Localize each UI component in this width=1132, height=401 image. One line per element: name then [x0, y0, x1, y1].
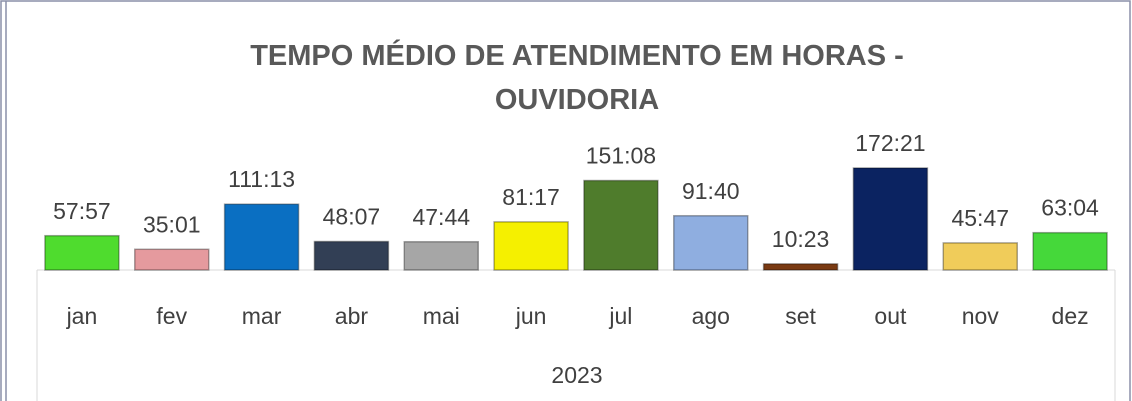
x-tick-label: mai — [423, 303, 460, 329]
bar — [44, 234, 120, 271]
x-tick-label: jul — [608, 303, 632, 329]
bar — [493, 221, 569, 271]
x-tick-label: fev — [156, 303, 187, 329]
chart-title: TEMPO MÉDIO DE ATENDIMENTO EM HORAS - OU… — [250, 40, 904, 116]
bar — [313, 240, 390, 271]
bar — [1032, 231, 1108, 271]
bar — [852, 167, 929, 271]
x-tick-label: dez — [1052, 303, 1089, 329]
bar — [673, 214, 749, 271]
data-label: 10:23 — [772, 226, 830, 252]
x-tick-label: jun — [515, 303, 547, 329]
bar — [762, 263, 839, 271]
x-tick-label: abr — [335, 303, 369, 329]
data-label: 81:17 — [502, 184, 560, 210]
data-label: 63:04 — [1041, 195, 1099, 221]
x-tick-label: ago — [692, 303, 730, 329]
data-label: 91:40 — [682, 178, 740, 204]
data-label: 172:21 — [855, 130, 925, 156]
bar — [583, 179, 659, 271]
data-label: 45:47 — [951, 205, 1009, 231]
data-label: 48:07 — [323, 204, 381, 230]
x-tick-label: mar — [242, 303, 282, 329]
data-label: 151:08 — [586, 143, 656, 169]
x-tick-label: nov — [962, 303, 1000, 329]
data-label: 57:57 — [53, 198, 111, 224]
x-tick-label: jan — [66, 303, 98, 329]
data-label: 35:01 — [143, 211, 201, 237]
bar — [403, 240, 479, 271]
bar — [223, 203, 300, 271]
group-label: 2023 — [551, 362, 602, 388]
x-tick-label: out — [874, 303, 907, 329]
data-label: 111:13 — [228, 166, 295, 192]
data-label: 47:44 — [412, 204, 470, 230]
bar — [134, 248, 210, 271]
bar — [942, 242, 1018, 271]
x-tick-label: set — [785, 303, 816, 329]
